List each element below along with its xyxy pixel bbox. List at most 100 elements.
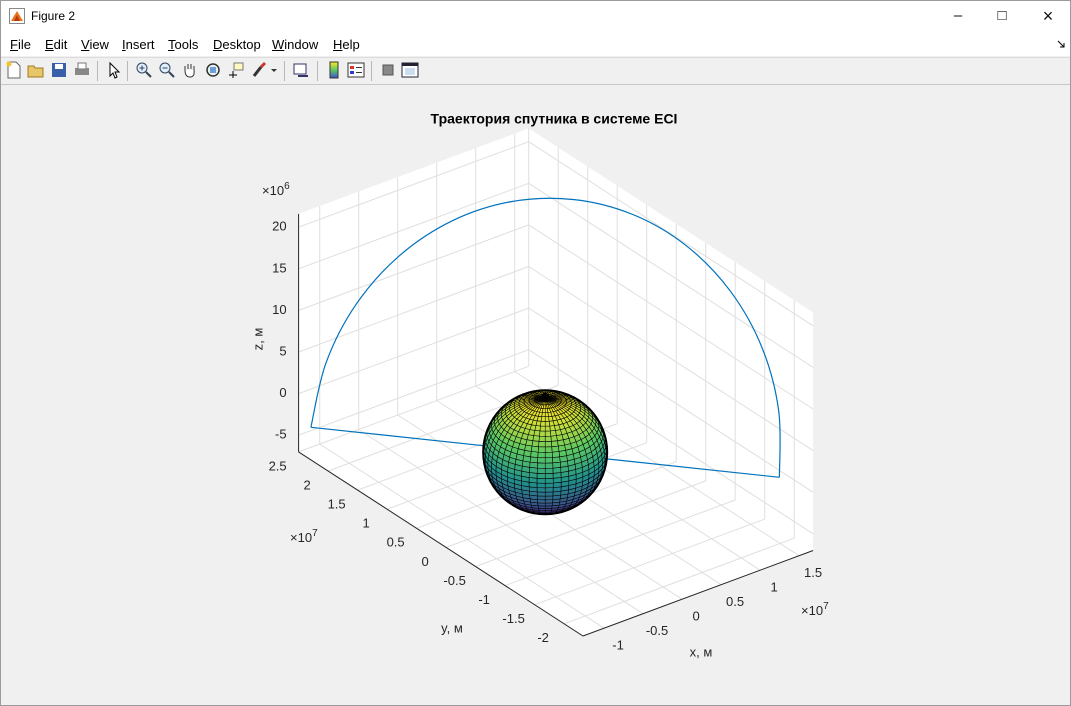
- grid-line: [528, 224, 814, 410]
- zoom-in-button[interactable]: [135, 61, 153, 79]
- sphere-face: [542, 408, 546, 413]
- sphere-face: [544, 462, 554, 469]
- grid-line: [528, 182, 814, 368]
- sphere-face: [536, 467, 546, 474]
- grid-line: [528, 349, 814, 535]
- hide-tools-button[interactable]: [379, 61, 397, 79]
- sphere-face: [536, 487, 546, 493]
- close-button[interactable]: ×: [1042, 6, 1054, 26]
- y-tick-label: 2: [304, 477, 311, 492]
- dock-button[interactable]: [401, 61, 419, 79]
- y-multiplier: ×107: [290, 528, 318, 546]
- sphere-face: [530, 445, 539, 453]
- y-tick-label: 1: [363, 516, 370, 531]
- sphere-face: [544, 457, 554, 464]
- side-wall: [528, 128, 814, 551]
- y-tick-label: -1: [478, 592, 490, 607]
- multiplier-base: ×10: [290, 530, 312, 545]
- sphere-face: [551, 451, 561, 458]
- z-tick-label: 20: [272, 219, 286, 234]
- grid-line: [319, 443, 605, 629]
- sphere-face: [544, 435, 552, 442]
- grid-line: [298, 365, 529, 453]
- brush-button[interactable]: [251, 61, 277, 79]
- grid-line: [504, 499, 736, 587]
- x-tick-label: -1: [612, 638, 624, 653]
- sphere-face: [544, 441, 553, 448]
- separator: [97, 61, 98, 81]
- y-tick-label: 1.5: [328, 497, 346, 512]
- legend-button[interactable]: [347, 61, 365, 79]
- sphere-face: [529, 456, 539, 464]
- colorbar-button[interactable]: [325, 61, 343, 79]
- link-button[interactable]: [292, 61, 310, 79]
- sphere-face: [544, 491, 554, 497]
- menu-item[interactable]: File: [10, 37, 31, 52]
- y-tick-label: -1.5: [502, 611, 524, 626]
- z-tick-label: 0: [279, 385, 286, 400]
- sphere-face: [544, 482, 554, 489]
- separator: [371, 61, 372, 81]
- sphere-face: [536, 477, 546, 484]
- sphere-face: [537, 451, 546, 458]
- select-button[interactable]: [105, 61, 123, 79]
- sphere-face: [536, 482, 546, 489]
- print-button[interactable]: [73, 61, 91, 79]
- sphere-face: [544, 477, 554, 484]
- save-button[interactable]: [50, 61, 68, 79]
- sphere-face: [544, 502, 553, 507]
- sphere-face: [530, 451, 539, 458]
- y-tick-label: 2.5: [269, 458, 287, 473]
- menu-item[interactable]: View: [81, 37, 109, 52]
- sphere-face: [544, 446, 553, 453]
- menu-item[interactable]: Edit: [45, 37, 68, 52]
- sphere-face: [531, 440, 540, 448]
- maximize-button[interactable]: □: [997, 7, 1007, 24]
- sphere-face: [544, 499, 554, 504]
- dock-arrow[interactable]: [1057, 40, 1065, 48]
- sphere-face: [539, 425, 546, 432]
- sphere-face: [536, 473, 546, 479]
- grid-line: [298, 182, 529, 270]
- z-tick-label: 10: [272, 302, 286, 317]
- x-axis-label: x, м: [690, 644, 713, 659]
- sphere-face: [541, 412, 546, 417]
- x-tick-label: 0.5: [726, 594, 744, 609]
- x-tick-label: -0.5: [646, 623, 668, 638]
- menu-item[interactable]: Help: [333, 37, 360, 52]
- y-tick-label: -0.5: [443, 573, 465, 588]
- menu-item[interactable]: Desktop: [213, 37, 261, 52]
- sphere-face: [544, 430, 552, 437]
- toolbar: [1, 57, 1070, 85]
- menu-item[interactable]: Insert: [122, 37, 155, 52]
- sphere-face: [552, 461, 561, 469]
- title-bar: Figure 2 – □ ×: [1, 1, 1070, 32]
- sphere-face: [544, 487, 554, 493]
- multiplier-exponent: 6: [284, 181, 290, 192]
- zoom-out-button[interactable]: [158, 61, 176, 79]
- multiplier-base: ×10: [262, 183, 284, 198]
- minimize-button[interactable]: –: [953, 7, 963, 24]
- menu-item[interactable]: Tools: [168, 37, 199, 52]
- grid-line: [298, 349, 529, 436]
- open-button[interactable]: [27, 61, 45, 79]
- sphere-face: [538, 435, 546, 442]
- grid-line: [298, 224, 529, 311]
- sphere-face: [544, 451, 553, 458]
- data-cursor-button[interactable]: [227, 61, 245, 79]
- window-title: Figure 2: [31, 9, 76, 23]
- z-axis-label: z, м: [250, 328, 265, 351]
- sphere-face: [540, 420, 546, 427]
- z-multiplier: ×106: [262, 181, 290, 199]
- new-button[interactable]: [5, 61, 23, 79]
- rotate-button[interactable]: [204, 61, 222, 79]
- grid-line: [298, 307, 529, 395]
- grid-line: [563, 537, 795, 625]
- sphere-face: [542, 404, 546, 409]
- menu-item[interactable]: Window: [272, 37, 319, 52]
- sphere-face: [544, 467, 554, 474]
- pan-button[interactable]: [181, 61, 199, 79]
- grid-line: [475, 480, 706, 567]
